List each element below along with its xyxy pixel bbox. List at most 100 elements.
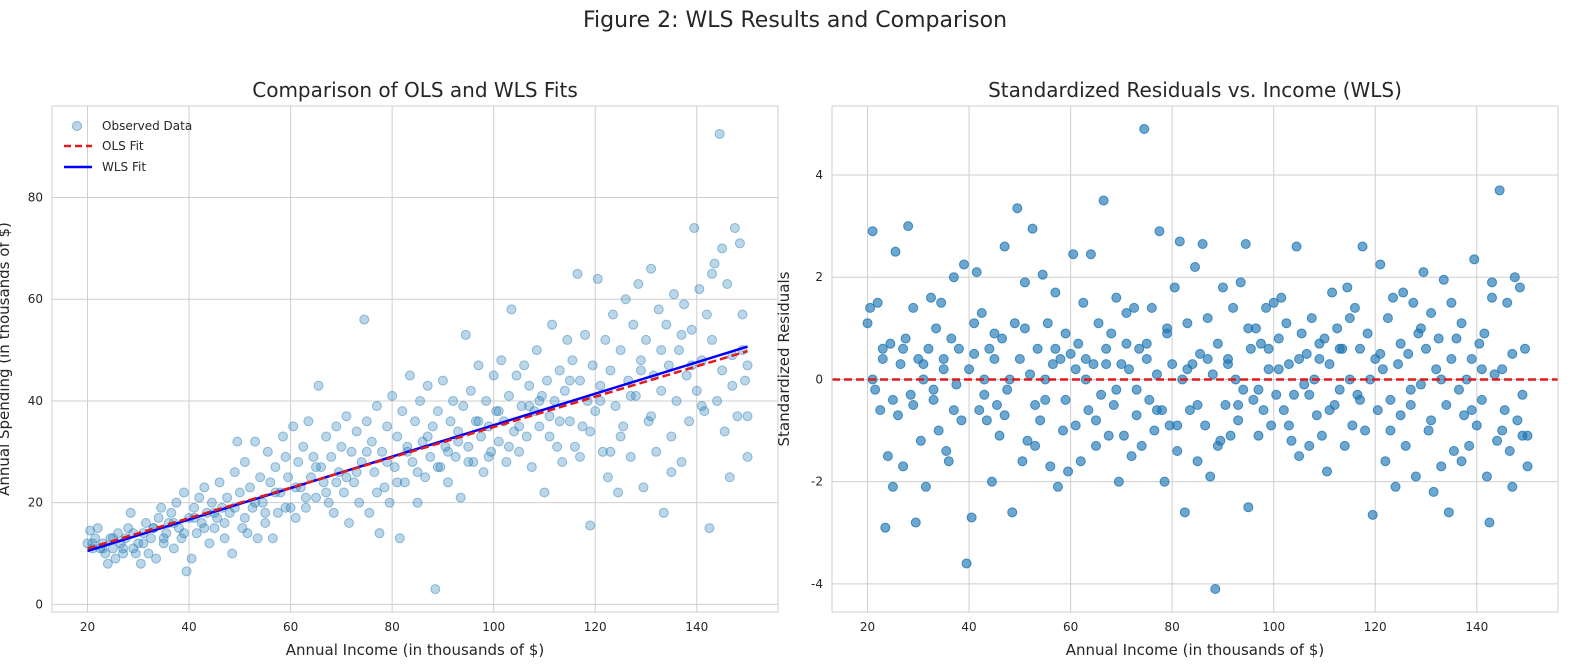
observed-data-point xyxy=(585,520,596,531)
legend-wls-label: WLS Fit xyxy=(102,160,146,174)
residual-point xyxy=(1301,348,1312,359)
residual-point xyxy=(1012,203,1023,214)
observed-data-point xyxy=(493,436,504,447)
residual-point xyxy=(1342,282,1353,293)
observed-data-point xyxy=(707,334,717,345)
observed-data-point xyxy=(605,365,616,376)
observed-data-point xyxy=(534,395,545,406)
residual-point xyxy=(1479,328,1490,339)
observed-data-point xyxy=(110,553,121,564)
residual-point xyxy=(1070,364,1081,375)
observed-data-point xyxy=(605,446,616,457)
observed-data-point xyxy=(394,533,405,544)
observed-data-point xyxy=(392,431,403,442)
residual-point xyxy=(1007,507,1018,518)
observed-data-point xyxy=(483,451,494,462)
observed-data-point xyxy=(161,528,172,539)
observed-data-point xyxy=(465,385,476,396)
observed-data-point xyxy=(468,456,479,467)
observed-data-point xyxy=(158,538,169,549)
residual-point xyxy=(946,333,957,344)
residual-point xyxy=(1372,405,1383,416)
observed-data-point xyxy=(524,380,535,391)
observed-data-point xyxy=(361,416,372,427)
observed-data-point xyxy=(595,380,606,391)
observed-data-point xyxy=(638,482,649,493)
observed-data-point xyxy=(278,431,288,442)
residual-point xyxy=(1050,343,1061,354)
residual-point xyxy=(900,333,911,344)
observed-data-point xyxy=(331,477,342,488)
observed-data-point xyxy=(635,355,646,366)
residual-point xyxy=(994,430,1005,441)
residual-point xyxy=(1273,364,1284,375)
residual-point xyxy=(1174,236,1185,247)
residual-point xyxy=(966,512,977,523)
observed-data-point xyxy=(460,329,471,340)
observed-data-point xyxy=(415,395,426,406)
residual-point xyxy=(1403,348,1414,359)
residual-point xyxy=(1182,318,1193,329)
observed-data-point xyxy=(176,533,187,544)
left-x-axis-label: Annual Income (in thousands of $) xyxy=(286,641,544,659)
residual-point xyxy=(1050,287,1061,298)
residual-point xyxy=(1436,461,1447,472)
observed-data-point xyxy=(663,360,674,371)
observed-data-point xyxy=(615,431,626,442)
residual-point xyxy=(941,446,952,456)
observed-data-point xyxy=(90,533,101,544)
left-panel-title: Comparison of OLS and WLS Fits xyxy=(252,78,578,102)
residual-point xyxy=(1466,354,1477,364)
residual-point xyxy=(1190,262,1200,272)
residual-point xyxy=(1497,425,1508,436)
residual-point xyxy=(1002,384,1013,395)
observed-data-point xyxy=(651,446,662,457)
observed-data-point xyxy=(674,345,684,356)
observed-data-point xyxy=(196,518,207,529)
observed-data-point xyxy=(422,380,433,391)
observed-data-point xyxy=(313,380,324,391)
observed-data-point xyxy=(656,385,667,396)
observed-data-point xyxy=(128,543,139,554)
observed-data-point xyxy=(179,528,189,539)
observed-data-point xyxy=(371,487,382,498)
observed-data-point xyxy=(326,451,337,462)
residual-point xyxy=(1286,435,1297,446)
residual-point xyxy=(1423,425,1434,436)
observed-data-point xyxy=(691,385,702,396)
residual-point xyxy=(1210,584,1221,594)
residual-point xyxy=(1096,389,1107,400)
observed-data-point xyxy=(194,492,205,503)
residual-point xyxy=(1520,343,1530,354)
residual-point xyxy=(1121,308,1132,318)
residual-point xyxy=(1395,338,1406,349)
y-tick-label: 20 xyxy=(28,496,43,510)
residual-point xyxy=(918,359,929,370)
observed-data-point xyxy=(496,355,507,366)
residual-point xyxy=(887,394,898,405)
residual-point xyxy=(1200,420,1211,431)
observed-data-point xyxy=(118,548,129,559)
y-tick-label: -2 xyxy=(811,475,823,489)
observed-data-point xyxy=(331,421,342,432)
observed-data-point xyxy=(679,299,690,310)
y-tick-label: 80 xyxy=(28,191,43,205)
observed-data-point xyxy=(486,446,497,457)
residual-point xyxy=(1484,517,1495,528)
observed-data-point xyxy=(384,497,395,508)
observed-data-point xyxy=(610,401,621,412)
observed-data-point xyxy=(262,446,273,457)
x-tick-label: 140 xyxy=(685,620,708,634)
residual-point xyxy=(1052,481,1063,492)
observed-data-point xyxy=(321,487,332,498)
observed-data-point xyxy=(354,497,365,508)
observed-data-point xyxy=(227,548,238,559)
residual-point xyxy=(1456,318,1467,329)
observed-data-point xyxy=(250,436,261,447)
observed-data-point xyxy=(676,456,687,467)
observed-data-point xyxy=(392,477,403,488)
observed-data-point xyxy=(448,395,459,406)
observed-data-point xyxy=(630,390,641,401)
residual-point xyxy=(880,522,891,533)
residual-point xyxy=(887,481,898,492)
